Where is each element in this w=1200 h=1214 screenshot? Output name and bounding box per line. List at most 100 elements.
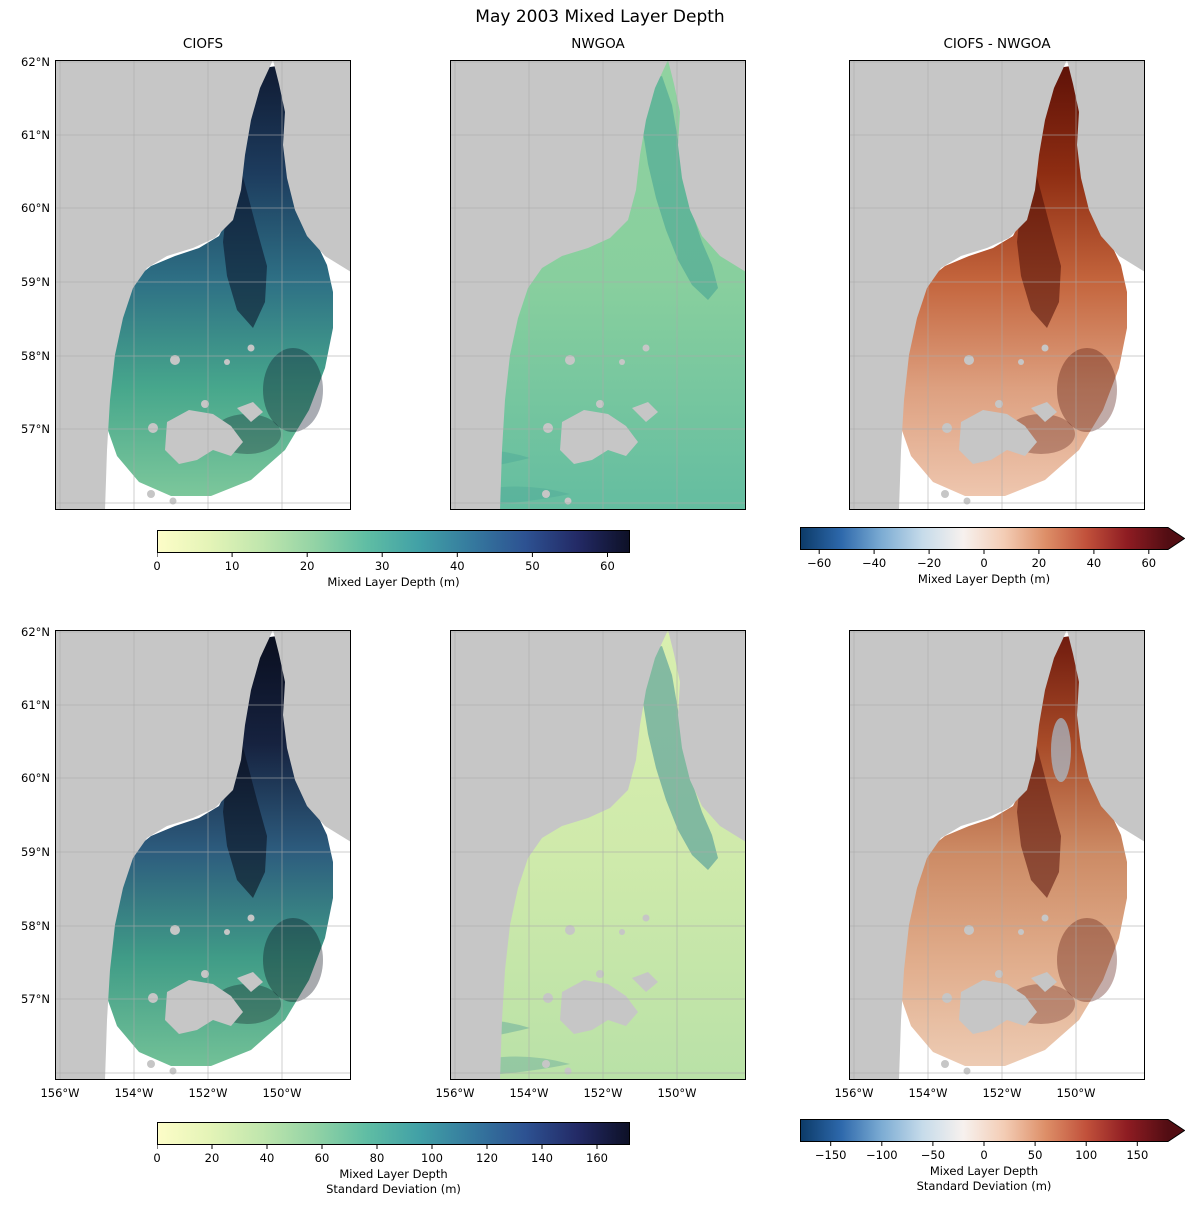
land-kenai-peninsula [1067,60,1145,272]
std-seq-tick-label: 140 [531,1151,553,1165]
std-seq-tick-label: 160 [586,1151,608,1165]
land-mainland [55,630,273,1080]
land-mainland [849,630,1067,1080]
kodiak-islands [542,914,658,1075]
land-mainland [450,60,668,510]
model-domain-field [895,66,1127,496]
std-div-label: Standard Deviation (m) [916,1179,1052,1193]
std-div-tick-label: 100 [1075,1148,1098,1162]
inlet-streak [642,646,718,870]
std-div-gradient-bar [800,1119,1186,1146]
deep-patch-southeast [263,918,323,1002]
land-mainland [55,60,273,510]
kodiak-islands [147,344,263,505]
std-seq-tick-label: 0 [153,1151,161,1165]
kodiak-islands [542,344,658,505]
std-div-label: Mixed Layer Depth [929,1164,1039,1178]
mld-div-tick-label: −40 [861,556,887,570]
land-mainland [849,60,1067,510]
land-mainland [450,630,668,1080]
std-seq-tick-label: 20 [204,1151,220,1165]
map-panel-nwgoa-std [450,630,746,1080]
std-div-tick-label: 0 [980,1148,988,1162]
panel-border [849,630,1145,1080]
lon-tick-label: 152°W [188,1086,228,1100]
diff-std-map [849,630,1145,1080]
panel-border [450,630,746,1080]
colorbar-std-sequential: 0 20 40 60 80 100 120 140 160 Mixed Layer Depth St… [153,1122,630,1202]
lat-tick-label: 57°N [21,422,50,436]
std-seq-tick-label: 60 [314,1151,330,1165]
std-seq-tick-label: 120 [476,1151,498,1165]
mld-seq-gradient-bar [156,530,630,557]
kodiak-islands [941,914,1057,1075]
mld-div-tick-label: 40 [1086,556,1102,570]
lat-tick-label: 58°N [21,919,50,933]
kodiak-islands [941,344,1057,505]
lat-tick-label: 61°N [21,698,50,712]
panel-border [55,630,351,1080]
land-kenai-peninsula [668,60,746,272]
mld-seq-tick-label: 60 [600,559,615,573]
lon-tick-label: 152°W [583,1086,623,1100]
model-domain-field [101,66,333,496]
map-panel-nwgoa-mld [450,60,746,510]
lon-tick-label: 156°W [435,1086,475,1100]
graticule [450,60,746,510]
std-seq-label: Mixed Layer Depth [339,1167,448,1181]
std-seq-tick-label: 40 [259,1151,275,1165]
lon-tick-label: 156°W [40,1086,80,1100]
graticule [849,630,1145,1080]
mld-div-tick-label: −20 [916,556,942,570]
lon-tick-label: 156°W [834,1086,874,1100]
graticule [450,630,746,1080]
lon-tick-label: 150°W [657,1086,697,1100]
graticule [55,60,351,510]
lat-tick-label: 57°N [21,992,50,1006]
map-panel-ciofs-std [55,630,351,1080]
graticule [849,60,1145,510]
std-div-tick-label: −50 [920,1148,946,1162]
lat-tick-label: 59°N [21,845,50,859]
lon-tick-label: 150°W [1056,1086,1096,1100]
map-panel-diff-std [849,630,1145,1080]
panel-title-diff: CIOFS - NWGOA [943,36,1051,52]
negative-patch [1051,718,1071,782]
lat-tick-label: 58°N [21,349,50,363]
panel-border [849,60,1145,510]
ciofs-std-map [55,630,351,1080]
std-seq-tick-label: 100 [421,1151,443,1165]
mld-div-tick-label: −60 [807,556,832,570]
mld-seq-tick-label: 0 [153,559,161,573]
mld-seq-tick-label: 20 [299,559,315,573]
diff-mld-map [849,60,1145,510]
lon-tick-label: 152°W [982,1086,1022,1100]
mld-div-tick-label: 0 [980,556,988,570]
inlet-streak [642,76,718,300]
land-kenai-peninsula [668,630,746,842]
deep-patch-southeast [263,348,323,432]
mld-seq-tick-label: 30 [374,559,390,573]
std-div-tick-label: 50 [1027,1148,1043,1162]
mld-div-tick-label: 60 [1141,556,1157,570]
graticule [55,630,351,1080]
map-panel-ciofs-mld [55,60,351,510]
figure-title: May 2003 Mixed Layer Depth [475,7,725,27]
mld-div-gradient-bar [800,527,1186,554]
mld-div-tick-label: 20 [1031,556,1047,570]
mld-seq-label: Mixed Layer Depth (m) [327,575,460,589]
lon-tick-label: 154°W [114,1086,154,1100]
mld-seq-tick-label: 40 [449,559,465,573]
model-domain-field [101,636,333,1066]
kodiak-islands [147,914,263,1075]
land-kenai-peninsula [273,630,351,842]
lat-tick-label: 60°N [21,201,50,215]
std-div-tick-label: 150 [1126,1148,1149,1162]
panel-title-ciofs: CIOFS [182,36,224,52]
panel-border [55,60,351,510]
mld-seq-tick-label: 10 [224,559,240,573]
std-seq-gradient-bar [156,1122,630,1149]
mld-seq-tick-label: 50 [525,559,540,573]
std-div-tick-label: −150 [814,1148,847,1162]
